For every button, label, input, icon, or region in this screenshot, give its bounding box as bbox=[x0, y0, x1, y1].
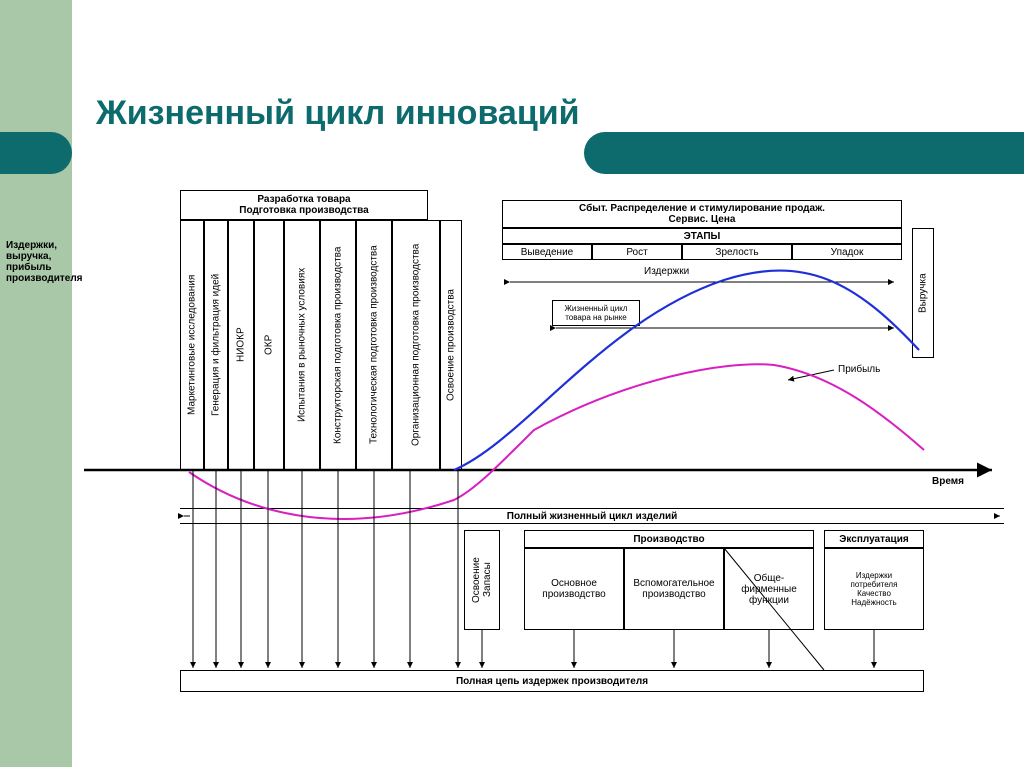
y-axis-label: Издержки, выручка, прибыль производителя bbox=[6, 240, 76, 284]
title-pill-right bbox=[584, 132, 1024, 174]
diagram-svg bbox=[84, 190, 1004, 750]
slide-leftbar bbox=[0, 0, 72, 767]
lifecycle-diagram: Издержки, выручка, прибыль производителя… bbox=[84, 190, 1004, 750]
title-pill-left bbox=[0, 132, 72, 174]
slide-title: Жизненный цикл инноваций bbox=[96, 94, 580, 133]
